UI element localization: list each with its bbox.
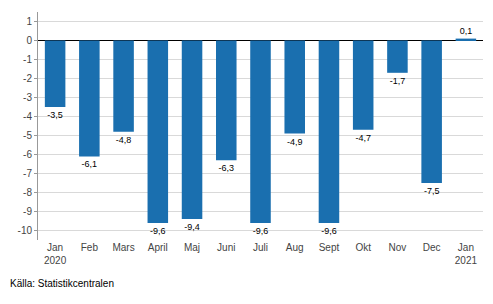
svg-text:-3: -3: [23, 92, 32, 103]
svg-text:Källa: Statistikcentralen: Källa: Statistikcentralen: [10, 278, 114, 289]
svg-text:Juni: Juni: [217, 242, 235, 253]
svg-text:-10: -10: [18, 225, 33, 236]
svg-text:-4,8: -4,8: [116, 135, 132, 145]
svg-text:Sept: Sept: [319, 242, 340, 253]
svg-text:-9: -9: [23, 206, 32, 217]
svg-text:-3,5: -3,5: [47, 110, 63, 120]
svg-text:-1: -1: [23, 54, 32, 65]
svg-text:April: April: [148, 242, 168, 253]
svg-text:-6,3: -6,3: [219, 163, 235, 173]
svg-text:-8: -8: [23, 187, 32, 198]
svg-text:Feb: Feb: [81, 242, 99, 253]
svg-text:-2: -2: [23, 73, 32, 84]
svg-text:-9,4: -9,4: [184, 222, 200, 232]
svg-text:Aug: Aug: [286, 242, 304, 253]
svg-text:-9,6: -9,6: [253, 226, 269, 236]
svg-text:-6: -6: [23, 149, 32, 160]
svg-text:-7: -7: [23, 168, 32, 179]
svg-text:-4,9: -4,9: [287, 137, 303, 147]
svg-text:0: 0: [26, 35, 32, 46]
svg-text:Jan2020: Jan2020: [44, 242, 67, 266]
svg-text:-1,7: -1,7: [390, 76, 406, 86]
svg-text:Nov: Nov: [389, 242, 407, 253]
svg-text:-9,6: -9,6: [150, 226, 166, 236]
svg-text:-5: -5: [23, 130, 32, 141]
svg-text:-4,7: -4,7: [355, 133, 371, 143]
svg-text:Dec: Dec: [423, 242, 441, 253]
svg-text:Jan2021: Jan2021: [455, 242, 478, 266]
svg-text:Mars: Mars: [112, 242, 134, 253]
svg-text:-7,5: -7,5: [424, 186, 440, 196]
svg-text:-4: -4: [23, 111, 32, 122]
svg-text:1: 1: [26, 16, 32, 27]
svg-text:Okt: Okt: [355, 242, 371, 253]
svg-text:-6,1: -6,1: [82, 159, 98, 169]
svg-text:0,1: 0,1: [460, 26, 473, 36]
svg-text:Juli: Juli: [253, 242, 268, 253]
svg-text:Maj: Maj: [184, 242, 200, 253]
svg-text:-9,6: -9,6: [321, 226, 337, 236]
